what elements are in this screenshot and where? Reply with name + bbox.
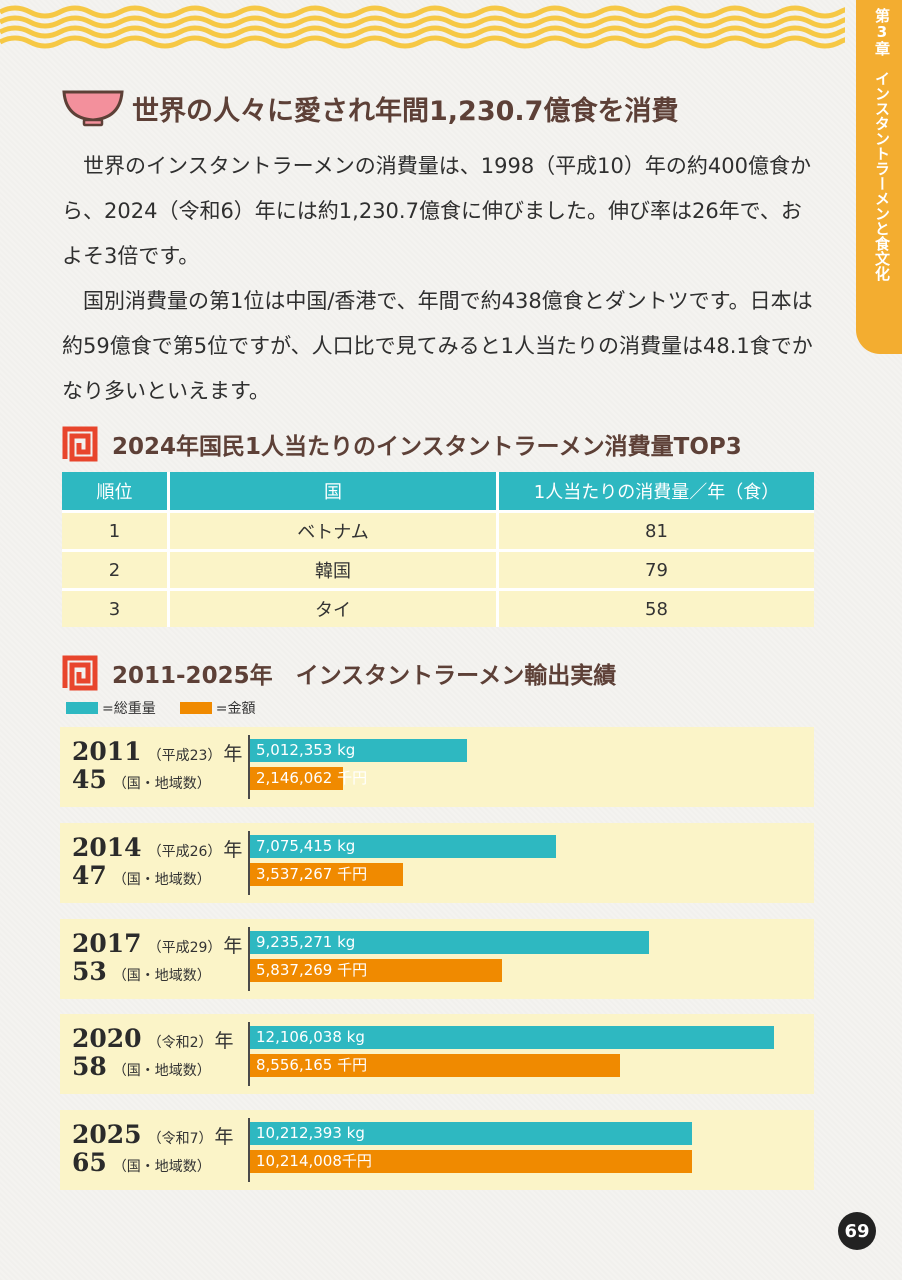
- legend-swatch-weight: [66, 702, 98, 714]
- bar-axis: [248, 1022, 250, 1086]
- cell-country: タイ: [168, 588, 499, 627]
- year-label: 2014: [72, 833, 142, 862]
- era-label: （令和2）: [147, 1035, 213, 1051]
- table-row: 1 ベトナム 81: [62, 510, 814, 551]
- year-suffix: 年: [214, 1030, 234, 1052]
- bar-weight: 7,075,415 kg: [250, 835, 556, 858]
- country-count: 65: [72, 1148, 107, 1177]
- group-label: 2014 （平成26）年 47 （国・地域数）: [72, 833, 243, 890]
- era-label: （令和7）: [147, 1131, 213, 1147]
- cell-country: ベトナム: [168, 510, 499, 551]
- table-row: 2 韓国 79: [62, 549, 814, 590]
- bar-amount: 2,146,062 千円: [250, 767, 367, 790]
- paragraph-2: 国別消費量の第1位は中国/香港で、年間で約438億食とダントツです。日本は約59…: [62, 289, 813, 403]
- country-count: 53: [72, 957, 107, 986]
- chart-title: 2011-2025年 インスタントラーメン輸出実績: [112, 663, 617, 689]
- fret-icon: [62, 655, 98, 691]
- fret-icon: [62, 426, 98, 462]
- chart-group-2014: 2014 （平成26）年 47 （国・地域数） 7,075,415 kg 3,537,26…: [60, 823, 814, 903]
- cell-country: 韓国: [168, 549, 499, 590]
- main-heading: 世界の人々に愛され年間1,230.7億食を消費: [62, 88, 678, 128]
- country-count: 47: [72, 861, 107, 890]
- main-heading-text: 世界の人々に愛され年間1,230.7億食を消費: [132, 95, 679, 127]
- chart-group-2011: 2011 （平成23）年 45 （国・地域数） 5,012,353 kg 2,146,06…: [60, 727, 814, 807]
- year-label: 2020: [72, 1024, 142, 1053]
- page-number: 69: [838, 1212, 876, 1250]
- country-count-label: （国・地域数）: [112, 1159, 211, 1175]
- era-label: （平成26）: [147, 844, 222, 860]
- bar-axis: [248, 1118, 250, 1182]
- chart-group-2020: 2020 （令和2）年 58 （国・地域数） 12,106,038 kg 8,556,16…: [60, 1014, 814, 1094]
- cell-rank: 2: [62, 549, 170, 590]
- bar-amount: 10,214,008千円: [250, 1150, 692, 1173]
- era-label: （平成23）: [147, 748, 222, 764]
- group-label: 2020 （令和2）年 58 （国・地域数）: [72, 1024, 234, 1081]
- country-count: 58: [72, 1052, 107, 1081]
- consumption-table: 順位 国 1人当たりの消費量／年（食） 1 ベトナム 81 2 韓国 79 3 …: [62, 472, 814, 627]
- bar-axis: [248, 831, 250, 895]
- legend-label-amount: =金額: [215, 701, 256, 717]
- year-label: 2025: [72, 1120, 142, 1149]
- paragraph-1: 世界のインスタントラーメンの消費量は、1998（平成10）年の約400億食から、…: [62, 154, 811, 268]
- col-country: 国: [168, 472, 499, 512]
- chart-group-2025: 2025 （令和7）年 65 （国・地域数） 10,212,393 kg 10,214,0…: [60, 1110, 814, 1190]
- country-count-label: （国・地域数）: [112, 1063, 211, 1079]
- noodle-border: [0, 5, 845, 49]
- year-suffix: 年: [223, 839, 243, 861]
- cell-consumption: 58: [497, 588, 814, 627]
- chart-legend: =総重量 =金額: [66, 698, 255, 718]
- year-suffix: 年: [223, 935, 243, 957]
- cell-rank: 1: [62, 510, 170, 551]
- country-count-label: （国・地域数）: [112, 776, 211, 792]
- bowl-icon: [62, 90, 124, 127]
- group-label: 2017 （平成29）年 53 （国・地域数）: [72, 929, 243, 986]
- bar-weight: 5,012,353 kg: [250, 739, 467, 762]
- group-label: 2025 （令和7）年 65 （国・地域数）: [72, 1120, 234, 1177]
- bar-weight: 10,212,393 kg: [250, 1122, 692, 1145]
- chapter-tab: [856, 0, 902, 354]
- year-suffix: 年: [214, 1126, 234, 1148]
- bar-weight: 9,235,271 kg: [250, 931, 649, 954]
- legend-label-weight: =総重量: [102, 701, 156, 717]
- bar-amount: 8,556,165 千円: [250, 1054, 620, 1077]
- country-count-label: （国・地域数）: [112, 968, 211, 984]
- table-heading: 2024年国民1人当たりのインスタントラーメン消費量TOP3: [62, 426, 742, 462]
- era-label: （平成29）: [147, 940, 222, 956]
- cell-consumption: 81: [497, 510, 814, 551]
- bar-axis: [248, 735, 250, 799]
- year-label: 2011: [72, 737, 142, 766]
- year-label: 2017: [72, 929, 142, 958]
- country-count-label: （国・地域数）: [112, 872, 211, 888]
- bar-amount: 3,537,267 千円: [250, 863, 403, 886]
- chart-group-2017: 2017 （平成29）年 53 （国・地域数） 9,235,271 kg 5,837,26…: [60, 919, 814, 999]
- table-title: 2024年国民1人当たりのインスタントラーメン消費量TOP3: [112, 434, 742, 460]
- cell-rank: 3: [62, 588, 170, 627]
- chart-heading: 2011-2025年 インスタントラーメン輸出実績: [62, 655, 616, 691]
- col-rank: 順位: [62, 472, 170, 512]
- group-label: 2011 （平成23）年 45 （国・地域数）: [72, 737, 243, 794]
- chapter-tab-label: 第3章 インスタントラーメンと食文化: [873, 8, 891, 281]
- cell-consumption: 79: [497, 549, 814, 590]
- table-header-row: 順位 国 1人当たりの消費量／年（食）: [62, 472, 814, 512]
- bar-weight: 12,106,038 kg: [250, 1026, 774, 1049]
- country-count: 45: [72, 765, 107, 794]
- legend-swatch-amount: [179, 702, 212, 714]
- bar-axis: [248, 927, 250, 991]
- col-consumption: 1人当たりの消費量／年（食）: [497, 472, 814, 512]
- table-row: 3 タイ 58: [62, 588, 814, 627]
- year-suffix: 年: [223, 743, 243, 765]
- bar-amount: 5,837,269 千円: [250, 959, 502, 982]
- body-text: 世界のインスタントラーメンの消費量は、1998（平成10）年の約400億食から、…: [62, 144, 822, 414]
